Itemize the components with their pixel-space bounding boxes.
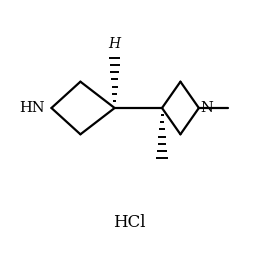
Text: N: N: [200, 101, 213, 115]
Text: HCl: HCl: [113, 214, 145, 231]
Text: HN: HN: [19, 101, 45, 115]
Text: H: H: [109, 38, 121, 51]
